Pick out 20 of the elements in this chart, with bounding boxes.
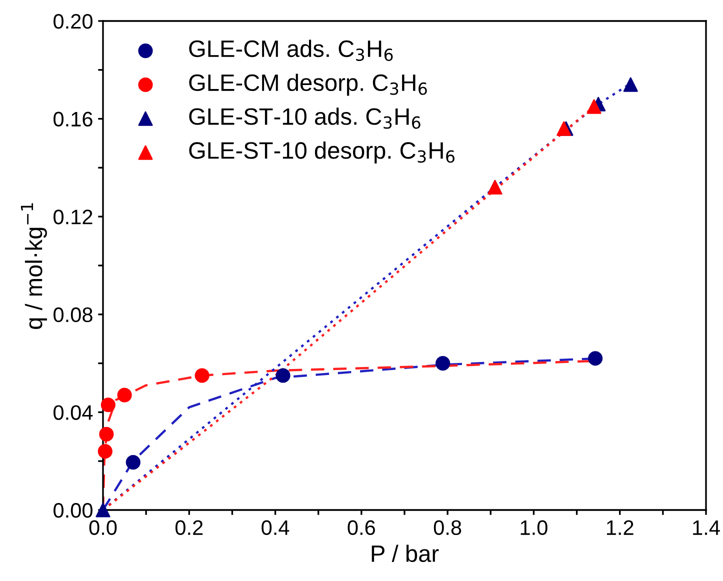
x-tick-label: 1.4 xyxy=(693,520,720,535)
x-tick-label: 0.2 xyxy=(175,520,203,536)
legend-label: GLE-CM ads. C$_{3}$H$_{6}$ xyxy=(189,40,393,61)
y-tick-label: 0.04 xyxy=(54,405,93,420)
y-axis-title: q / mol·kg$^{−1}$ xyxy=(20,203,47,329)
x-axis-title: P / bar xyxy=(372,544,439,562)
x-tick-label: 1.2 xyxy=(606,520,634,535)
x-tick-label: 0.6 xyxy=(348,520,375,536)
y-tick-label: 0.16 xyxy=(54,112,92,127)
legend-label: GLE-CM desorp. C$_{3}$H$_{6}$ xyxy=(189,74,427,96)
x-tick-label: 0.8 xyxy=(434,520,462,536)
x-tick-label: 0.0 xyxy=(89,520,117,536)
y-tick-label: 0.20 xyxy=(54,14,92,29)
legend-label: GLE-ST-10 desorp. C$_{3}$H$_{6}$ xyxy=(189,142,454,164)
x-tick-label: 0.4 xyxy=(262,520,290,536)
legend-label: GLE-ST-10 ads. C$_{3}$H$_{6}$ xyxy=(189,108,420,129)
y-tick-label: 0.00 xyxy=(54,503,92,518)
y-tick-label: 0.12 xyxy=(54,210,92,224)
x-tick-label: 1.0 xyxy=(520,520,548,536)
y-tick-label: 0.08 xyxy=(54,307,92,322)
